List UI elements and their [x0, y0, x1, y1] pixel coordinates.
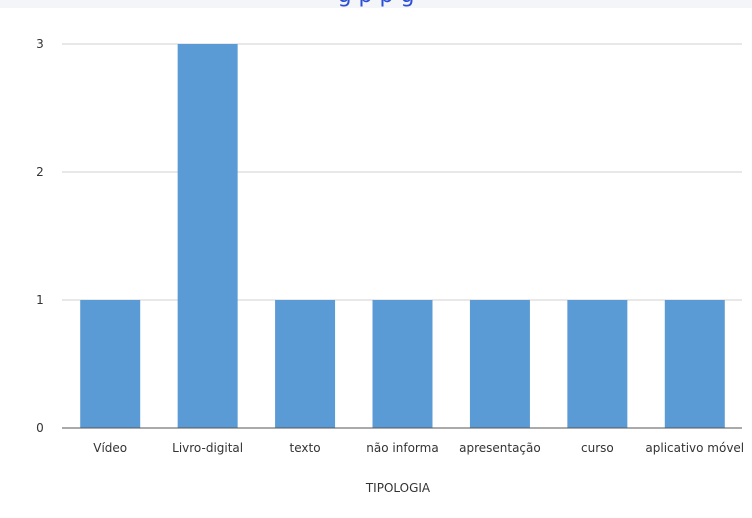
x-tick-label: aplicativo móvel [645, 441, 744, 455]
chart-title-clipped: g p p g [0, 0, 752, 8]
x-tick-label: Livro-digital [172, 441, 243, 455]
x-axis-label: TIPOLOGIA [365, 481, 431, 495]
bar-texto [275, 300, 336, 428]
bar-v-deo [80, 300, 141, 428]
bar-n-o-informa [372, 300, 433, 428]
bar-apresenta-o [469, 300, 530, 428]
x-tick-label: texto [290, 441, 321, 455]
grid-lines [62, 43, 742, 301]
bar-livro-digital [177, 44, 238, 428]
bar-aplicativo-m-vel [664, 300, 725, 428]
chart-card: 0 1 2 3 Vídeo Livro-digital texto não informa a… [0, 8, 752, 514]
x-tick-labels: Vídeo Livro-digital texto não informa aprese… [93, 441, 744, 455]
bar-curso [567, 300, 628, 428]
y-tick-label: 2 [36, 165, 44, 179]
bar-chart: 0 1 2 3 Vídeo Livro-digital texto não informa a… [36, 37, 744, 495]
y-tick-labels: 0 1 2 3 [36, 37, 44, 435]
x-tick-label: curso [581, 441, 614, 455]
x-tick-label: Vídeo [93, 441, 127, 455]
x-tick-label: apresentação [459, 441, 541, 455]
bars [80, 44, 725, 428]
y-tick-label: 0 [36, 421, 44, 435]
y-tick-label: 3 [36, 37, 44, 51]
y-tick-label: 1 [36, 293, 44, 307]
x-tick-label: não informa [366, 441, 438, 455]
